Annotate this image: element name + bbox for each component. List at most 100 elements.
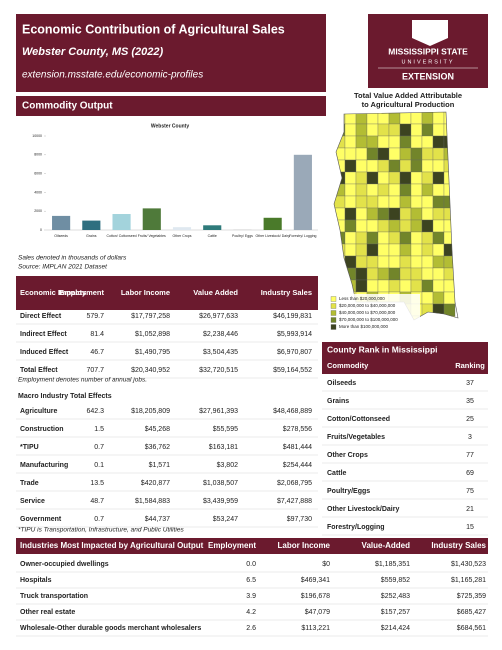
county: [410, 219, 423, 233]
county: [355, 183, 368, 197]
county: [377, 195, 390, 209]
county: [399, 219, 412, 233]
county: [421, 171, 434, 185]
x-tick-label: Other Livestock/ Dairy: [255, 234, 290, 238]
note: Employment denotes number of annual jobs…: [18, 377, 147, 384]
row-label: Indirect Effect: [20, 331, 67, 338]
county: [410, 123, 423, 137]
cell: 6.5: [246, 577, 256, 584]
county: [399, 123, 412, 137]
y-tick-label: 8000: [34, 153, 42, 157]
county: [399, 147, 412, 161]
county: [399, 195, 412, 209]
row-label: Grains: [327, 398, 349, 405]
county: [421, 147, 434, 161]
bar: [293, 154, 312, 230]
cell: $1,185,351: [375, 561, 410, 568]
logo-shield: [412, 20, 448, 46]
bar: [203, 225, 222, 230]
row-label: Truck transportation: [20, 593, 88, 600]
county: [432, 147, 445, 161]
cell: $252,483: [381, 593, 410, 600]
cell: 21: [466, 506, 474, 513]
county: [432, 159, 445, 173]
legend-label: $70,000,000 to $100,000,000: [339, 317, 398, 322]
subheading: Macro Industry Total Effects: [18, 393, 112, 400]
cell: 642.3: [86, 408, 104, 415]
cell: $97,730: [287, 516, 312, 523]
row-label: Agriculture: [20, 408, 57, 415]
county: [388, 183, 401, 197]
county: [355, 123, 368, 137]
cell: $725,359: [457, 593, 486, 600]
y-tick-label: 10000: [32, 134, 42, 138]
cell: $0: [322, 561, 330, 568]
row-label: Induced Effect: [20, 349, 69, 356]
note: Source: IMPLAN 2021 Dataset: [18, 264, 108, 271]
county: [366, 123, 379, 137]
y-tick-label: 2000: [34, 209, 42, 213]
county: [344, 219, 357, 233]
column-header: Industries Most Impacted by Agricultural…: [20, 541, 204, 550]
county: [421, 243, 434, 257]
cell: $685,427: [457, 609, 486, 616]
x-tick-label: Fruits/ Vegetables: [138, 234, 166, 238]
county: [366, 195, 379, 209]
county: [388, 267, 401, 281]
county: [432, 207, 445, 221]
county: [366, 231, 379, 245]
cell: $3,504,435: [203, 349, 238, 356]
county: [377, 243, 390, 257]
row-label: Other real estate: [20, 609, 75, 616]
county: [377, 123, 390, 137]
county: [399, 279, 412, 293]
cell: 69: [466, 470, 474, 477]
county: [443, 279, 456, 293]
row-label: Manufacturing: [20, 462, 68, 469]
county: [421, 183, 434, 197]
cell: $254,444: [283, 462, 312, 469]
county: [355, 279, 368, 293]
row-label: Government: [20, 516, 62, 523]
cell: $196,678: [301, 593, 330, 600]
county: [432, 171, 445, 185]
county: [344, 159, 357, 173]
cell: $3,439,959: [203, 498, 238, 505]
county: [377, 171, 390, 185]
url: extension.msstate.edu/economic-profiles: [22, 70, 203, 81]
county: [344, 147, 357, 161]
cell: 25: [466, 416, 474, 423]
cell: 0.7: [94, 516, 104, 523]
cell: $469,341: [301, 577, 330, 584]
county: [432, 183, 445, 197]
cell: $214,424: [381, 625, 410, 632]
cell: $481,444: [283, 444, 312, 451]
cell: $1,038,507: [203, 480, 238, 487]
county: [355, 243, 368, 257]
county: [366, 147, 379, 161]
cell: $278,556: [283, 426, 312, 433]
county: [377, 231, 390, 245]
county: [421, 267, 434, 281]
note: *TIPU is Transportation, Infrastructure,…: [18, 527, 184, 534]
logo-line: EXTENSION: [402, 71, 454, 81]
cell: $44,737: [145, 516, 170, 523]
county: [377, 219, 390, 233]
cell: $163,181: [209, 444, 238, 451]
county: [410, 159, 423, 173]
x-tick-label: Cattle: [208, 234, 217, 238]
county: [410, 135, 423, 149]
map-title: Total Value Added Attributable: [354, 91, 462, 100]
cell: $48,468,889: [273, 408, 312, 415]
county: [377, 112, 390, 125]
cell: $2,238,446: [203, 331, 238, 338]
map-title: to Agricultural Production: [362, 100, 455, 109]
county: [421, 159, 434, 173]
county: [432, 243, 445, 257]
county: [432, 267, 445, 281]
county: [366, 207, 379, 221]
county: [344, 195, 357, 209]
cell: $1,584,883: [135, 498, 170, 505]
row-label: Other Crops: [327, 452, 368, 459]
